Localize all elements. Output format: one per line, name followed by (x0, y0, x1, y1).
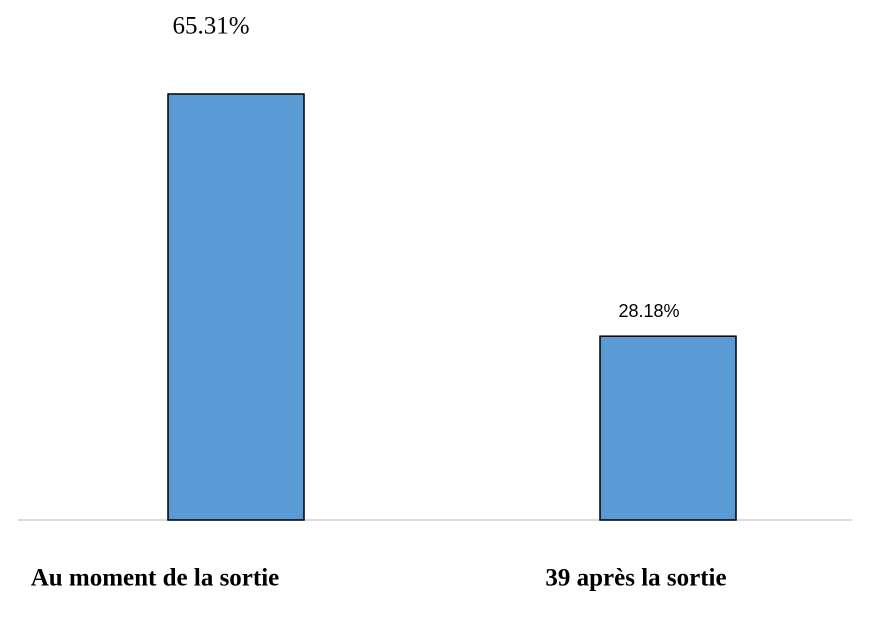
data-label: 28.18% (618, 301, 679, 321)
data-label: 65.31% (172, 13, 249, 40)
bar (167, 93, 305, 521)
x-tick-label: 39 après la sortie (545, 565, 726, 592)
bar (599, 335, 737, 521)
x-tick-label: Au moment de la sortie (31, 565, 280, 592)
